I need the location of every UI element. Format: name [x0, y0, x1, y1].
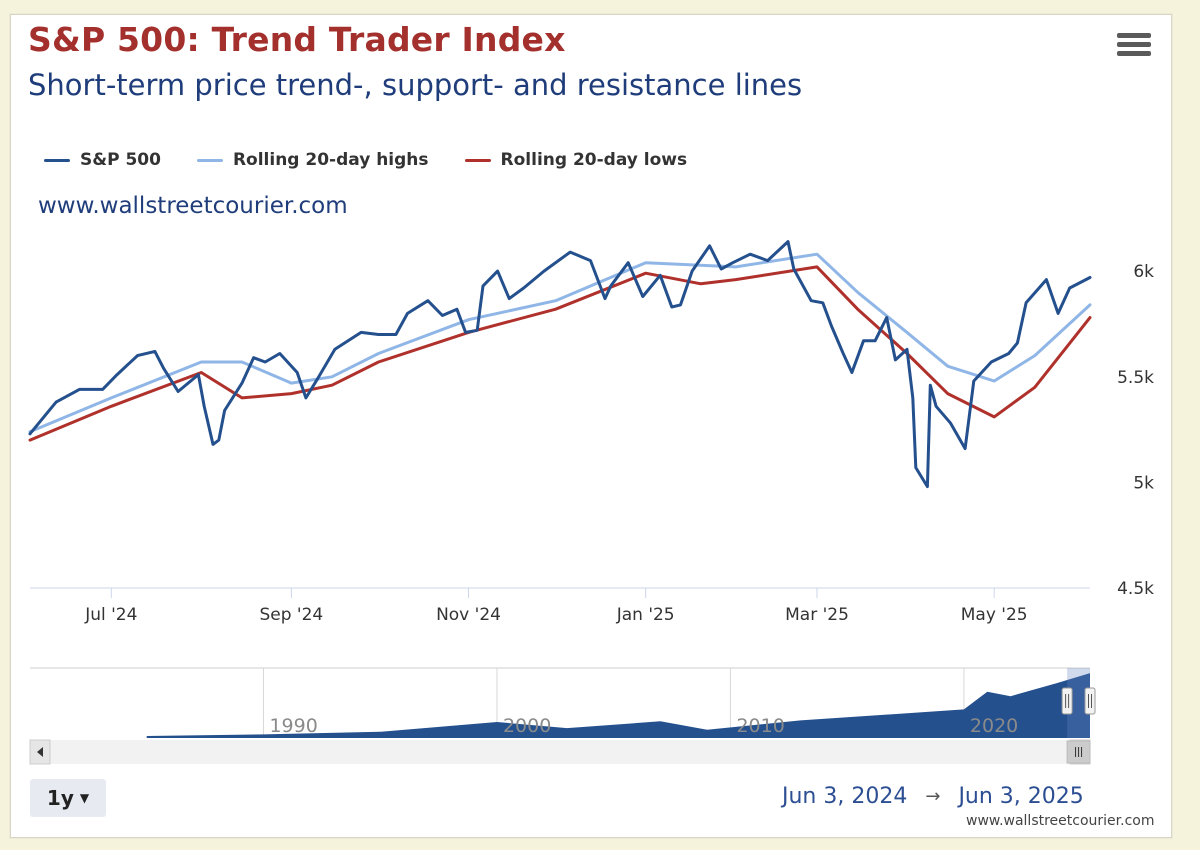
- legend-label-sp500: S&P 500: [80, 150, 161, 170]
- series-line-sp500: [28, 240, 1092, 489]
- navigator-selection: [1067, 668, 1090, 738]
- legend-item-highs[interactable]: Rolling 20-day highs: [196, 150, 429, 170]
- chevron-left-icon: [37, 747, 43, 757]
- menu-bar: [1117, 42, 1151, 47]
- date-to[interactable]: Jun 3, 2025: [958, 784, 1084, 809]
- scrollbar-thumb[interactable]: [1066, 740, 1091, 764]
- handle-body: [1061, 687, 1073, 715]
- legend-item-lows[interactable]: Rolling 20-day lows: [464, 150, 688, 170]
- chart-subtitle: Short-term price trend-, support- and re…: [28, 68, 803, 102]
- legend-line-lows: [464, 158, 491, 162]
- scroll-left-button[interactable]: [29, 739, 51, 765]
- x-tick-label: Mar '25: [785, 605, 849, 625]
- series-line-highs: [28, 252, 1092, 434]
- scrollbar-track: [30, 740, 1090, 764]
- arrow-right-icon: →: [925, 786, 941, 807]
- range-selector-value: 1y: [46, 786, 74, 810]
- legend-line-sp500: [44, 158, 70, 162]
- range-selector-dropdown[interactable]: 1y ▼: [30, 779, 106, 817]
- chevron-down-icon: ▼: [79, 791, 90, 805]
- navigator-year-label: 2000: [503, 715, 551, 737]
- watermark-credit: www.wallstreetcourier.com: [966, 813, 1155, 829]
- chart-legend: S&P 500 Rolling 20-day highs Rolling 20-…: [44, 148, 687, 172]
- navigator-year-label: 2010: [736, 715, 784, 737]
- legend-label-highs: Rolling 20-day highs: [232, 150, 429, 170]
- navigator-area: [146, 673, 1090, 738]
- x-tick-label: Jul '24: [84, 605, 137, 625]
- y-tick-label: 4.5k: [1117, 579, 1154, 599]
- watermark-url: www.wallstreetcourier.com: [38, 193, 348, 219]
- date-range-display: Jun 3, 2024 → Jun 3, 2025: [782, 784, 1084, 809]
- x-tick-label: Sep '24: [259, 605, 323, 625]
- legend-item-sp500[interactable]: S&P 500: [44, 150, 161, 170]
- series-line-lows: [28, 265, 1092, 442]
- navigator-handle-right[interactable]: [1084, 687, 1096, 715]
- x-tick-label: Nov '24: [436, 605, 501, 625]
- y-tick-label: 6k: [1133, 262, 1154, 282]
- menu-hamburger-icon[interactable]: [1117, 33, 1151, 59]
- navigator-year-label: 2020: [970, 715, 1018, 737]
- navigator-year-label: 1990: [269, 715, 317, 737]
- handle-body: [1084, 687, 1096, 715]
- date-from[interactable]: Jun 3, 2024: [782, 784, 908, 809]
- y-tick-label: 5.5k: [1117, 368, 1154, 388]
- x-tick-label: Jan '25: [616, 605, 675, 625]
- x-tick-label: May '25: [961, 605, 1028, 625]
- legend-line-highs: [196, 158, 223, 162]
- y-tick-label: 5k: [1133, 473, 1154, 493]
- chart-title: S&P 500: Trend Trader Index: [28, 20, 566, 59]
- navigator-handle-left[interactable]: [1061, 687, 1073, 715]
- legend-label-lows: Rolling 20-day lows: [500, 150, 688, 170]
- menu-bar: [1117, 51, 1151, 56]
- menu-bar: [1117, 33, 1151, 38]
